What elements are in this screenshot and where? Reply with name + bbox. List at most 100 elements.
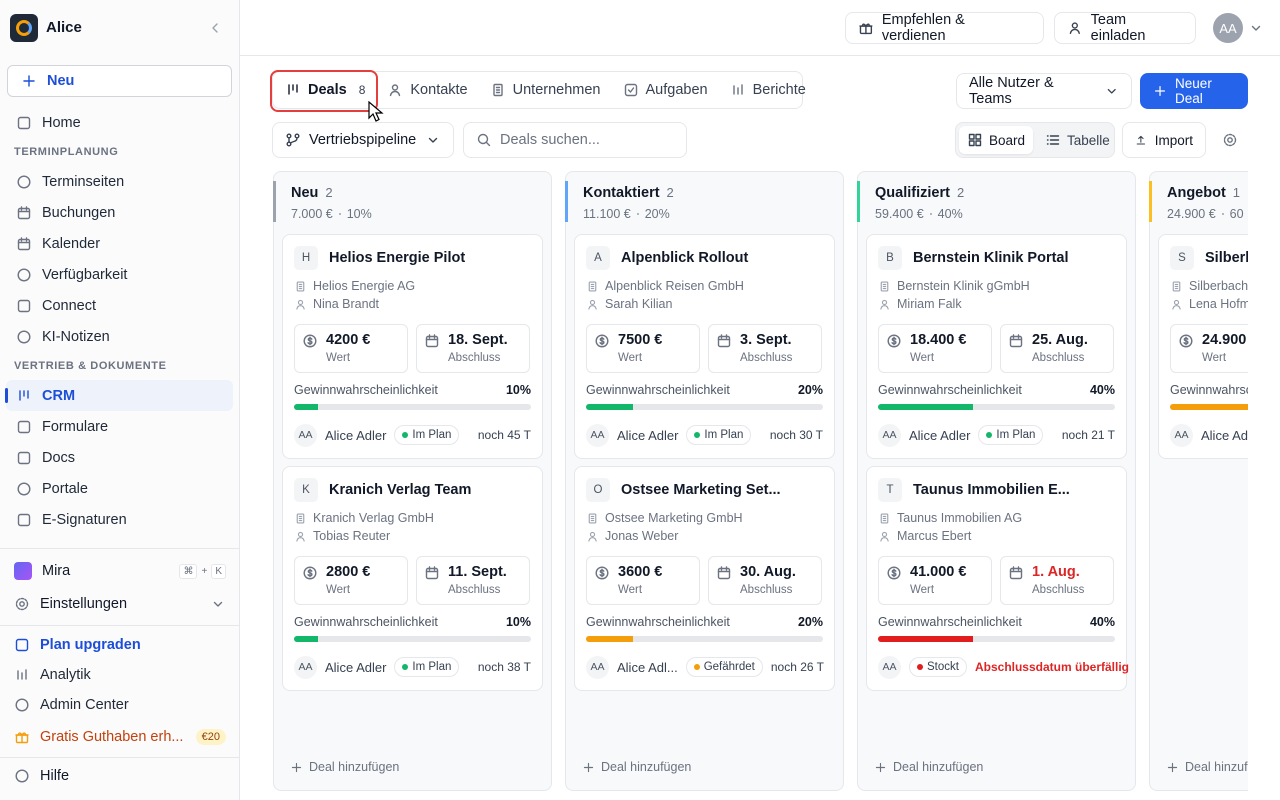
probability-bar [294, 636, 318, 642]
nav-item[interactable]: Terminseiten [6, 166, 233, 197]
refer-button[interactable]: Empfehlen & verdienen [845, 12, 1044, 44]
add-deal[interactable]: Deal hinzufügen [1166, 760, 1248, 774]
view-option[interactable]: Board [959, 126, 1034, 154]
deal-date-label: Abschluss [1032, 584, 1085, 596]
icon [880, 512, 889, 524]
invite-button[interactable]: Team einladen [1054, 12, 1196, 44]
icon [17, 420, 31, 433]
status-label: Gefährdet [703, 661, 755, 673]
icon [477, 133, 491, 147]
deal-title: Ostsee Marketing Set... [621, 482, 781, 498]
workspace-logo [10, 14, 38, 42]
nav-item[interactable]: Home [6, 107, 233, 138]
nav-label: Analytik [40, 667, 91, 683]
icon [19, 389, 29, 401]
deal-date-label: Abschluss [448, 352, 501, 364]
nav-item[interactable]: Plan upgraden [14, 635, 226, 655]
company: Bernstein Klinik gGmbH [897, 279, 1030, 293]
avatar[interactable]: AA [1213, 13, 1243, 43]
new-button[interactable]: Neu [7, 65, 232, 97]
column-summary: 24.900 € 60 [1167, 207, 1244, 221]
deal-card[interactable]: A Alpenblick Rollout Alpenblick Reisen Gmb… [574, 234, 835, 459]
nav-item[interactable]: Formulare [6, 411, 233, 442]
tab-label: Aufgaben [645, 82, 708, 98]
icon [17, 329, 31, 344]
deal-date-label: Abschluss [740, 584, 793, 596]
deal-value-label: Wert [326, 352, 351, 364]
dot-separator [929, 213, 932, 215]
icon [588, 280, 597, 292]
deal-card[interactable]: S Silberb Silberbach Lena Hofm 24.900 Wert Gew… [1158, 234, 1248, 459]
deal-company: Bernstein Klinik gGmbH [878, 279, 1030, 293]
icon [880, 531, 889, 542]
nav-item[interactable]: KI-Notizen [6, 321, 233, 352]
icon [15, 698, 29, 712]
icon [1107, 88, 1116, 94]
icon [1136, 135, 1146, 145]
nav-item[interactable]: Mira ⌘ + K [14, 561, 226, 581]
company: Silberbach [1189, 279, 1248, 293]
add-deal[interactable]: Deal hinzufügen [582, 760, 691, 774]
probability-value: 20% [797, 615, 823, 629]
tab-label: Deals [308, 82, 347, 98]
nav-item[interactable]: Analytik [14, 665, 226, 685]
icon [1172, 299, 1181, 310]
view-option[interactable]: Tabelle [1037, 126, 1118, 154]
status-pill: Im Plan [686, 425, 752, 445]
import-button[interactable]: Import [1122, 122, 1206, 158]
deal-date-box: 11. Sept. Abschluss [416, 556, 530, 605]
owner-filter[interactable]: Alle Nutzer & Teams [956, 73, 1132, 109]
nav-label: Gratis Guthaben erh... [40, 729, 184, 745]
icon [425, 334, 439, 348]
status-pill: Gefährdet [685, 657, 763, 677]
owner-avatar: AA [586, 423, 609, 447]
tab-label: Berichte [752, 82, 806, 98]
probability-track [294, 404, 531, 410]
column-name: Neu [291, 185, 319, 201]
deal-card[interactable]: T Taunus Immobilien E... Taunus Immobilien… [866, 466, 1129, 691]
nav-item[interactable]: Verfügbarkeit [6, 259, 233, 290]
status-dot [402, 432, 409, 438]
nav-item[interactable]: Buchungen [6, 197, 233, 228]
deal-footer: AA Alice Adler Im Plan noch 30 T [586, 423, 823, 447]
icon [296, 512, 305, 524]
new-deal-button[interactable]: Neuer Deal [1140, 73, 1248, 109]
nav-item[interactable]: Gratis Guthaben erh... €20 [14, 727, 226, 747]
deal-card[interactable]: H Helios Energie Pilot Helios Energie AG Ni… [282, 234, 543, 459]
tab[interactable]: Unternehmen [490, 82, 601, 98]
cursor [368, 101, 384, 122]
add-deal[interactable]: Deal hinzufügen [874, 760, 983, 774]
status-pill: Im Plan [394, 657, 460, 677]
nav-item[interactable]: Docs [6, 442, 233, 473]
add-deal[interactable]: Deal hinzufügen [290, 760, 399, 774]
tab[interactable]: Berichte [730, 82, 806, 98]
icon [968, 133, 982, 147]
deal-value: 18.400 € [910, 332, 967, 348]
divider [0, 625, 239, 626]
nav-item[interactable]: Admin Center [14, 695, 226, 715]
button-label: Neuer Deal [1175, 76, 1212, 106]
nav-item[interactable]: Hilfe [14, 766, 226, 786]
probability-label: Gewinnwahrscheinlichkeit [878, 615, 1022, 629]
tab[interactable]: Kontakte [387, 82, 468, 98]
nav-item[interactable]: Portale [6, 473, 233, 504]
deal-card[interactable]: B Bernstein Klinik Portal Bernstein Klinik… [866, 234, 1127, 459]
pipeline-select[interactable]: Vertriebspipeline [272, 122, 454, 158]
nav-item[interactable]: CRM [5, 380, 233, 411]
tab[interactable]: Aufgaben [623, 82, 708, 98]
deal-contact: Jonas Weber [586, 529, 678, 543]
nav-item[interactable]: Kalender [6, 228, 233, 259]
nav-item[interactable]: E-Signaturen [6, 504, 233, 535]
deal-contact: Miriam Falk [878, 297, 962, 311]
column-header: Angebot 1 [1167, 185, 1240, 201]
icon [1009, 334, 1023, 348]
company: Helios Energie AG [313, 279, 416, 293]
nav-item[interactable]: Einstellungen [14, 594, 226, 614]
deal-card[interactable]: O Ostsee Marketing Set... Ostsee Marketing… [574, 466, 835, 691]
tab[interactable]: Deals 8 [285, 82, 365, 98]
deal-card[interactable]: K Kranich Verlag Team Kranich Verlag GmbH T… [282, 466, 543, 691]
nav-item[interactable]: Connect [6, 290, 233, 321]
search[interactable]: Deals suchen... [463, 122, 687, 158]
probability-value: 40% [1089, 383, 1115, 397]
icon [212, 23, 218, 33]
